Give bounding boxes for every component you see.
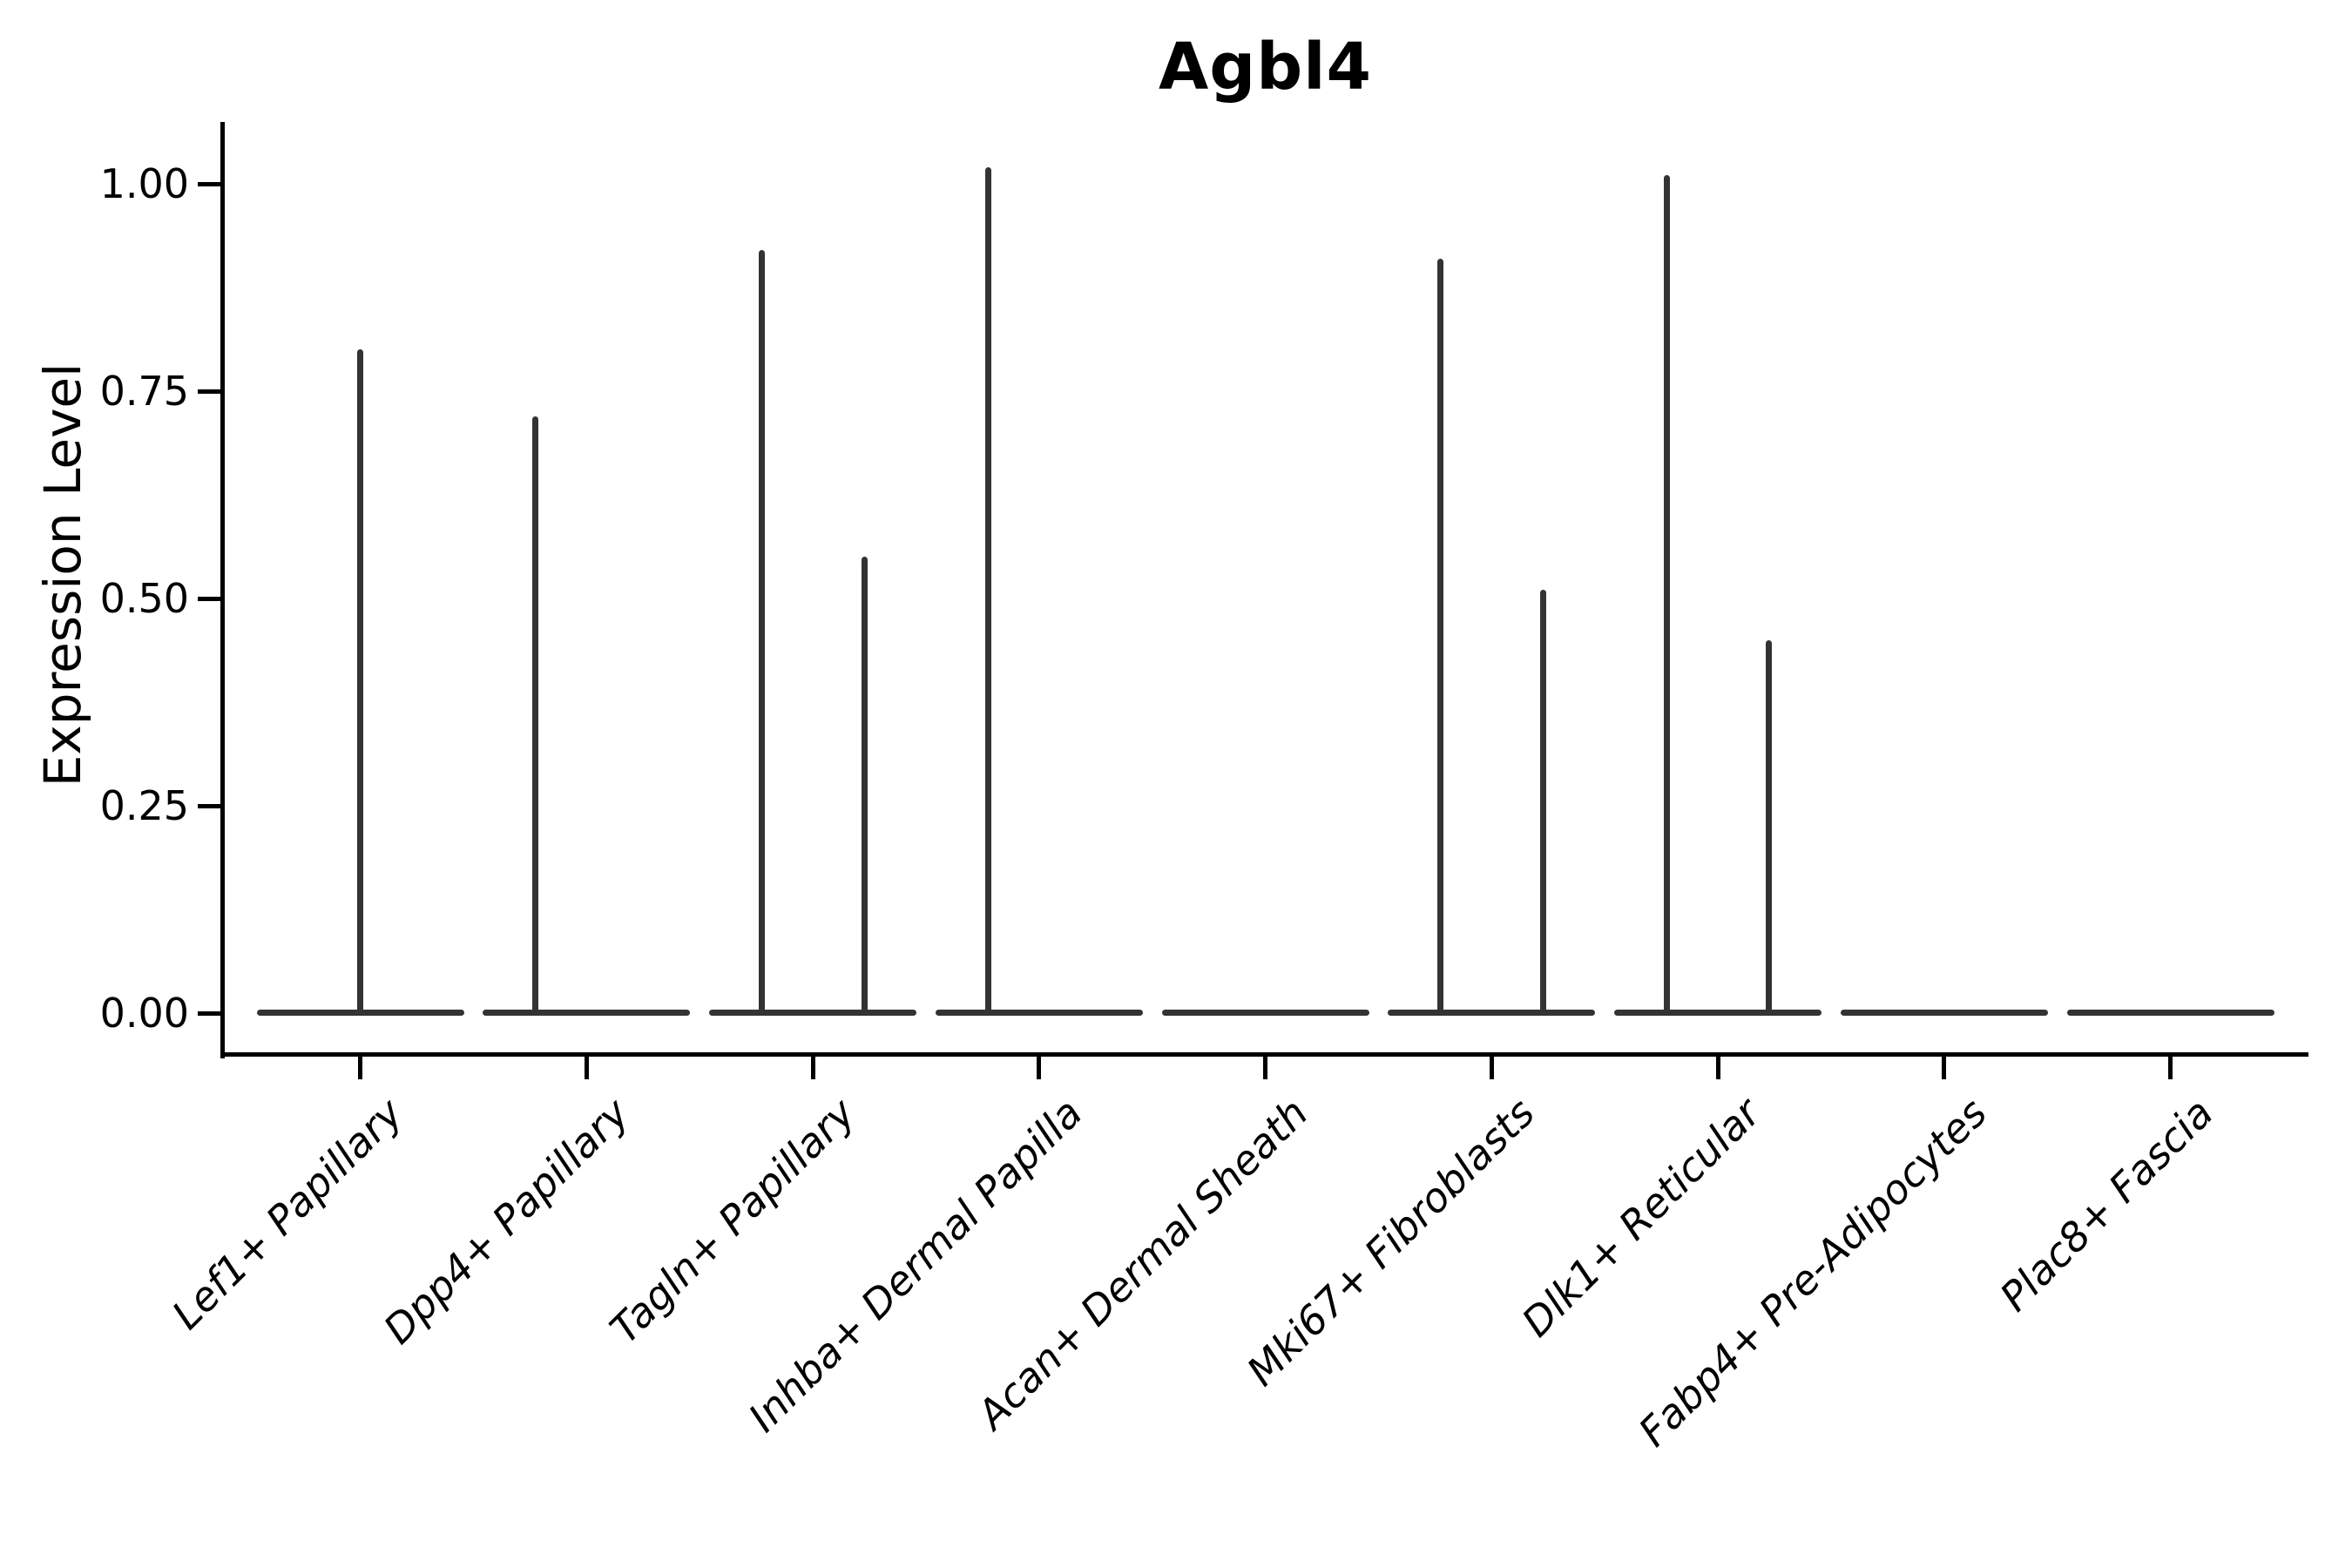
y-tick	[198, 181, 220, 186]
y-tick-label: 0.00	[99, 990, 189, 1037]
x-tick	[584, 1057, 589, 1079]
x-tick	[810, 1057, 815, 1079]
x-tick-label: Tagln+ Papillary	[601, 1088, 865, 1353]
violin-spike	[1539, 590, 1546, 1016]
violin-body	[2066, 1010, 2274, 1016]
violin-spike	[1765, 639, 1772, 1016]
violin-spike	[985, 166, 992, 1016]
y-tick-label: 1.00	[99, 160, 189, 207]
x-tick	[1263, 1057, 1267, 1079]
violin-body	[1161, 1010, 1369, 1016]
violin-spike	[357, 349, 363, 1016]
x-tick	[1715, 1057, 1720, 1079]
x-tick	[1037, 1057, 1042, 1079]
chart-title: Agbl4	[1158, 30, 1373, 105]
x-tick-label: Dpp4+ Papillary	[375, 1088, 639, 1353]
x-tick	[2168, 1057, 2173, 1079]
violin-body	[709, 1010, 916, 1016]
violin-spike	[1663, 175, 1670, 1016]
x-tick	[358, 1057, 362, 1079]
violin-spike	[758, 250, 765, 1016]
y-tick	[198, 389, 220, 394]
x-tick-label: Lef1+ Papillary	[163, 1088, 412, 1338]
violin-spike	[531, 416, 538, 1016]
violin-body	[1388, 1010, 1596, 1016]
y-tick	[198, 1010, 220, 1016]
violin-spike	[1436, 258, 1443, 1016]
y-tick-label: 0.25	[99, 782, 189, 829]
x-tick-label: Plac8+ Fascia	[1990, 1088, 2222, 1321]
y-axis-line	[220, 122, 225, 1058]
violin-body	[935, 1010, 1143, 1016]
violin-body	[1614, 1010, 1821, 1016]
violin-body	[1840, 1010, 2048, 1016]
y-tick-label: 0.75	[99, 368, 189, 415]
y-tick	[198, 596, 220, 601]
y-tick	[198, 803, 220, 808]
x-tick	[1942, 1057, 1947, 1079]
violin-body	[483, 1010, 691, 1016]
x-axis-line	[220, 1052, 2308, 1057]
violin-spike	[861, 557, 868, 1016]
y-axis-label: Expression Level	[33, 362, 92, 787]
x-tick-label: Dlk1+ Reticular	[1512, 1088, 1770, 1346]
x-tick	[1489, 1057, 1494, 1079]
y-tick-label: 0.50	[99, 575, 189, 622]
